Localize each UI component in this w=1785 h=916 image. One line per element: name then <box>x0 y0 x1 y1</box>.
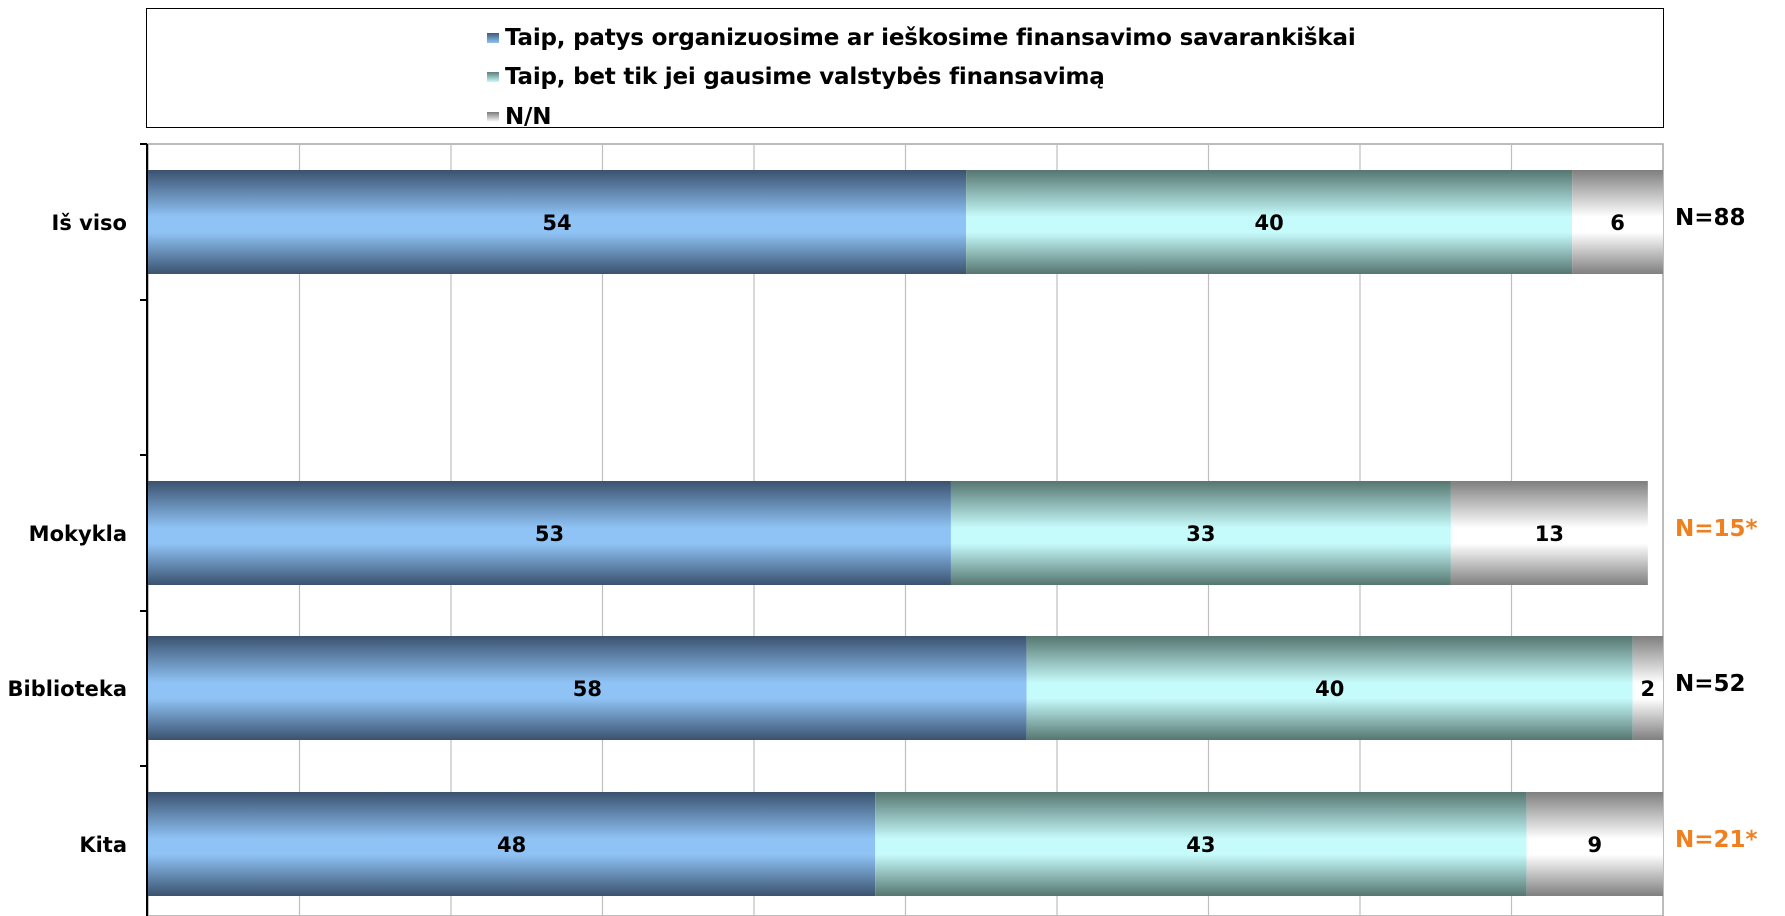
data-label-2-0: 58 <box>573 677 602 701</box>
category-label-0: Iš viso <box>52 211 127 235</box>
bar-segment-2-0 <box>148 636 1027 740</box>
legend-swatch-series-1 <box>487 33 499 43</box>
sample-size-label-2: N=52 <box>1675 671 1746 697</box>
bar-segment-1-1 <box>950 481 1451 585</box>
bar-segment-3-1 <box>875 792 1527 896</box>
bar-segment-1-2 <box>1450 481 1648 585</box>
sample-size-label-0: N=88 <box>1675 205 1746 231</box>
bar-segment-3-2 <box>1526 792 1663 896</box>
legend-label-series-1: Taip, patys organizuosime ar ieškosime f… <box>505 25 1356 51</box>
legend-swatch-series-3 <box>487 112 499 122</box>
bar-segment-2-2 <box>1632 636 1663 740</box>
data-label-0-1: 40 <box>1254 211 1283 235</box>
category-label-1: Mokykla <box>29 522 127 546</box>
labels: 54 40 6 Iš viso N=88 53 33 13 Mokykla N=15* 58 40 2 B… <box>8 205 1758 857</box>
category-label-2: Biblioteka <box>8 677 127 701</box>
bar-segment-1-0 <box>148 481 951 585</box>
data-label-0-0: 54 <box>542 211 571 235</box>
data-label-1-0: 53 <box>535 522 564 546</box>
data-label-3-0: 48 <box>497 833 526 857</box>
bars <box>148 170 1663 896</box>
legend-label-series-2: Taip, bet tik jei gausime valstybės fina… <box>505 64 1105 90</box>
bar-segment-0-0 <box>148 170 967 274</box>
data-label-0-2: 6 <box>1610 211 1625 235</box>
chart-legend: Taip, patys organizuosime ar ieškosime f… <box>146 8 1664 130</box>
bar-segment-2-1 <box>1026 636 1633 740</box>
legend-label-series-3: N/N <box>505 104 552 130</box>
category-label-3: Kita <box>79 833 127 857</box>
bar-segment-3-0 <box>148 792 876 896</box>
data-label-1-1: 33 <box>1186 522 1215 546</box>
bar-segment-0-2 <box>1572 170 1663 274</box>
data-label-2-1: 40 <box>1315 677 1344 701</box>
legend-item-series-1: Taip, patys organizuosime ar ieškosime f… <box>487 18 1356 58</box>
sample-size-label-1: N=15* <box>1675 516 1758 542</box>
legend-swatch-series-2 <box>487 72 499 82</box>
sample-size-label-3: N=21* <box>1675 827 1758 853</box>
legend-item-series-3: N/N <box>487 97 552 137</box>
data-label-3-1: 43 <box>1186 833 1215 857</box>
data-label-2-2: 2 <box>1641 677 1656 701</box>
data-label-1-2: 13 <box>1535 522 1564 546</box>
legend-item-series-2: Taip, bet tik jei gausime valstybės fina… <box>487 57 1105 97</box>
bar-segment-0-1 <box>966 170 1573 274</box>
data-label-3-2: 9 <box>1588 833 1603 857</box>
